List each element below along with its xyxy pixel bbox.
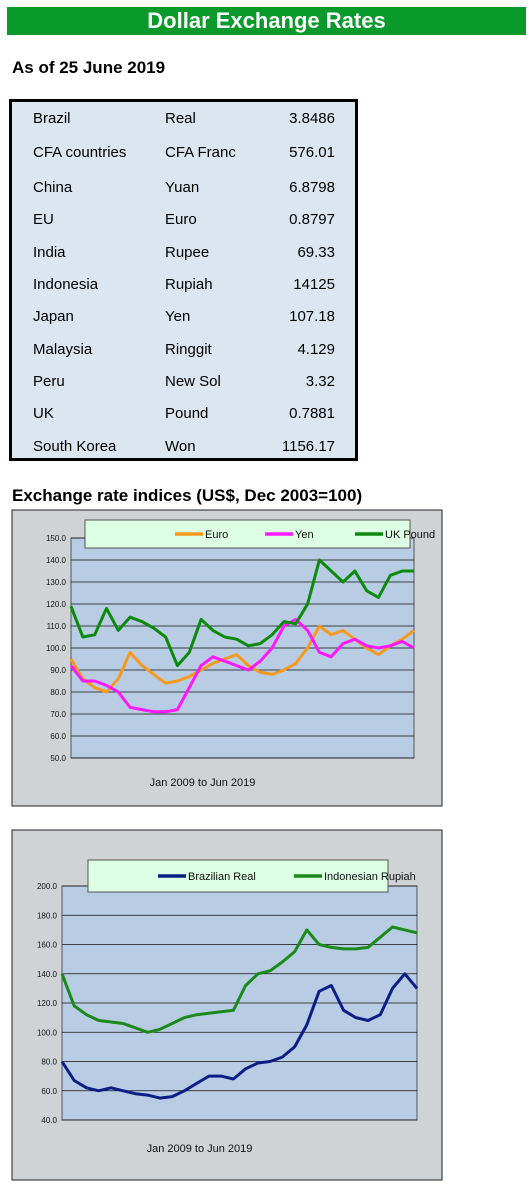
- x-axis-label: Jan 2009 to Jun 2019: [147, 1143, 253, 1155]
- rate-value-cell: 14125: [293, 276, 335, 293]
- y-tick-label: 180.0: [37, 911, 58, 920]
- table-row: Japan Yen 107.18: [12, 308, 355, 332]
- series-line-indonesian-rupiah: [60, 925, 418, 1034]
- country-cell: Peru: [33, 373, 65, 390]
- y-tick-label: 100.0: [46, 644, 67, 653]
- rate-value-cell: 0.7881: [289, 405, 335, 422]
- country-cell: Malaysia: [33, 341, 93, 358]
- currency-cell: CFA Franc: [165, 144, 236, 161]
- country-cell: CFA countries: [33, 144, 127, 161]
- table-row: UK Pound 0.7881: [12, 405, 355, 429]
- y-tick-label: 200.0: [37, 882, 58, 891]
- y-tick-label: 120.0: [46, 600, 67, 609]
- y-tick-label: 140.0: [37, 970, 58, 979]
- y-tick-label: 80.0: [41, 1058, 57, 1067]
- table-row: India Rupee 69.33: [12, 244, 355, 268]
- series-line-yen: [69, 617, 415, 714]
- country-cell: EU: [33, 211, 54, 228]
- chart-frame: [11, 829, 443, 1181]
- y-tick-label: 130.0: [46, 578, 67, 587]
- rate-value-cell: 69.33: [297, 244, 335, 261]
- country-cell: Indonesia: [33, 276, 99, 293]
- table-row: EU Euro 0.8797: [12, 211, 355, 235]
- table-row: CFA countries CFA Franc 576.01: [12, 144, 355, 168]
- y-tick-label: 60.0: [41, 1087, 57, 1096]
- y-tick-label: 140.0: [46, 556, 67, 565]
- y-tick-label: 60.0: [50, 732, 66, 741]
- series-line-uk-pound: [69, 558, 414, 668]
- table-row: Malaysia Ringgit 4.129: [12, 341, 355, 365]
- currency-cell: Won: [165, 438, 196, 455]
- currency-cell: New Sol: [165, 373, 221, 390]
- page-title: Dollar Exchange Rates: [7, 7, 526, 35]
- rate-value-cell: 4.129: [297, 341, 335, 358]
- table-row: Indonesia Rupiah 14125: [12, 276, 355, 300]
- series-line-brazilian-real: [60, 972, 419, 1100]
- table-row: Brazil Real 3.8486: [12, 110, 355, 134]
- legend-box: [84, 519, 411, 549]
- y-tick-label: 50.0: [50, 754, 66, 763]
- rate-value-cell: 6.8798: [289, 179, 335, 196]
- rate-value-cell: 3.8486: [289, 110, 335, 127]
- y-tick-label: 120.0: [37, 999, 58, 1008]
- y-tick-label: 110.0: [47, 622, 67, 631]
- country-cell: Japan: [33, 308, 74, 325]
- rate-value-cell: 1156.17: [281, 438, 335, 455]
- table-row: South Korea Won 1156.17: [12, 438, 355, 462]
- table-row: China Yuan 6.8798: [12, 179, 355, 203]
- y-tick-label: 160.0: [37, 941, 58, 950]
- rate-value-cell: 576.01: [289, 144, 335, 161]
- series-line-euro: [69, 624, 415, 694]
- country-cell: India: [33, 244, 66, 261]
- country-cell: South Korea: [33, 438, 117, 455]
- plot-area: [61, 885, 418, 1121]
- chart-frame: [11, 509, 443, 807]
- indices-title: Exchange rate indices (US$, Dec 2003=100…: [12, 486, 363, 505]
- table-row: Peru New Sol 3.32: [12, 373, 355, 397]
- y-tick-label: 100.0: [37, 1028, 58, 1037]
- currency-cell: Rupiah: [165, 276, 213, 293]
- y-tick-label: 40.0: [41, 1116, 57, 1125]
- currency-cell: Yuan: [165, 179, 200, 196]
- currency-cell: Rupee: [165, 244, 210, 261]
- y-tick-label: 90.0: [50, 666, 66, 675]
- as-of-date: As of 25 June 2019: [12, 58, 166, 77]
- legend-label: Indonesian Rupiah: [324, 871, 416, 883]
- currency-cell: Real: [165, 110, 196, 127]
- country-cell: UK: [33, 405, 54, 422]
- currency-cell: Ringgit: [165, 341, 212, 358]
- country-cell: China: [33, 179, 73, 196]
- legend-label: Euro: [205, 529, 228, 541]
- currency-cell: Yen: [165, 308, 191, 325]
- rate-value-cell: 3.32: [305, 373, 335, 390]
- x-axis-label: Jan 2009 to Jun 2019: [150, 777, 256, 789]
- rates-table: Brazil Real 3.8486 CFA countries CFA Franc 57…: [9, 99, 358, 461]
- currency-cell: Euro: [165, 211, 197, 228]
- currency-cell: Pound: [165, 405, 209, 422]
- legend-box: [87, 859, 389, 893]
- rate-value-cell: 107.18: [289, 308, 335, 325]
- y-tick-label: 70.0: [50, 710, 66, 719]
- legend-label: Brazilian Real: [188, 871, 256, 883]
- legend-label: Yen: [295, 529, 314, 541]
- country-cell: Brazil: [33, 110, 71, 127]
- y-tick-label: 80.0: [50, 688, 66, 697]
- y-tick-label: 150.0: [46, 534, 67, 543]
- plot-area: [70, 537, 415, 759]
- legend-label: UK Pound: [385, 529, 435, 541]
- rate-value-cell: 0.8797: [289, 211, 335, 228]
